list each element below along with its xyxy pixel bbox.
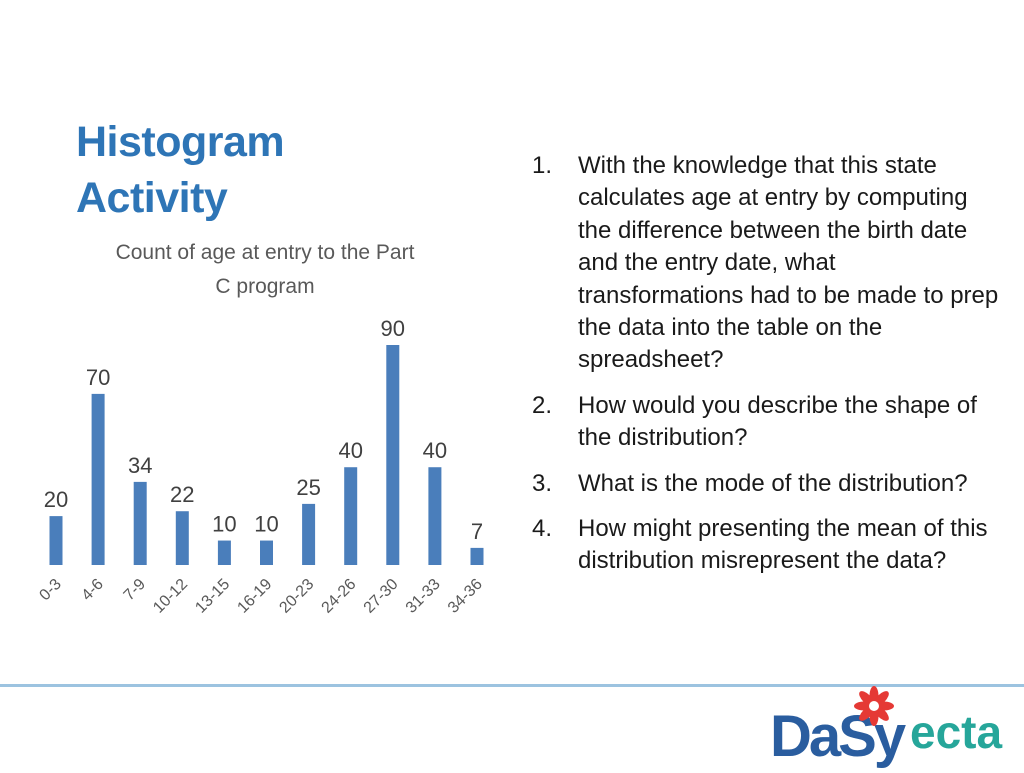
x-tick-label-31-33: 31-33 [403, 576, 444, 617]
value-label-13-15: 10 [212, 512, 236, 537]
x-tick-label-24-26: 24-26 [319, 576, 360, 617]
x-tick-labels-layer: 0-3 4-6 7-9 10-12 13-15 16-19 20-23 24-26 27-30 3… [36, 576, 485, 617]
value-label-31-33: 40 [423, 438, 447, 463]
x-tick-label-10-12: 10-12 [150, 576, 191, 617]
bar-34-36 [470, 547, 484, 565]
question-list: 1. With the knowledge that this state ca… [532, 150, 1002, 591]
x-tick-label-16-19: 16-19 [234, 576, 275, 617]
x-tick-label-27-30: 27-30 [361, 576, 402, 617]
flower-star-icon [854, 686, 894, 726]
x-tick-label-34-36: 34-36 [445, 576, 486, 617]
question-number: 3. [532, 469, 553, 497]
chart-title-line-2: C program [215, 275, 314, 298]
bar-10-12 [175, 511, 189, 565]
bar-20-23 [302, 503, 316, 565]
value-label-0-3: 20 [44, 487, 68, 512]
chart-title-line-1: Count of age at entry to the Part [116, 241, 415, 264]
slide-title: Histogram Activity [76, 114, 376, 226]
x-tick-label-20-23: 20-23 [276, 576, 317, 617]
logos-svg: DaSy ecta [770, 686, 1002, 769]
bar-31-33 [428, 467, 442, 565]
x-tick-label-7-9: 7-9 [121, 576, 149, 604]
question-item: 4. How might presenting the mean of this… [532, 513, 1002, 578]
value-label-34-36: 7 [471, 519, 483, 544]
question-number: 4. [532, 515, 553, 543]
x-tick-label-0-3: 0-3 [36, 576, 64, 604]
slide-title-line-1: Histogram [76, 118, 285, 166]
question-text: With the knowledge that this state calcu… [578, 152, 999, 374]
question-item: 1. With the knowledge that this state ca… [532, 150, 1002, 377]
bar-16-19 [260, 540, 273, 565]
question-item: 2. How would you describe the shape of t… [532, 390, 1002, 455]
bar-7-9 [133, 481, 147, 565]
question-number: 2. [532, 391, 553, 419]
bars-layer [49, 345, 484, 565]
value-label-10-12: 22 [170, 482, 194, 507]
histogram-chart: Count of age at entry to the Part C prog… [20, 230, 500, 650]
question-item: 3. What is the mode of the distribution? [532, 468, 1002, 500]
slide-title-line-2: Activity [76, 174, 228, 222]
question-text: What is the mode of the distribution? [578, 469, 968, 497]
value-label-24-26: 40 [338, 438, 362, 463]
footer-divider [0, 684, 1024, 687]
bar-0-3 [49, 516, 63, 565]
value-label-16-19: 10 [254, 512, 278, 537]
x-tick-label-13-15: 13-15 [192, 576, 233, 617]
x-tick-label-4-6: 4-6 [79, 576, 107, 604]
dasy-logo: DaSy [770, 686, 909, 769]
bar-4-6 [91, 393, 105, 565]
value-labels-layer: 20 70 34 22 10 10 25 40 90 40 7 [44, 316, 483, 544]
bar-24-26 [344, 467, 358, 565]
question-text: How might presenting the mean of this di… [578, 515, 988, 575]
bar-27-30 [386, 345, 400, 565]
value-label-7-9: 34 [128, 453, 152, 478]
histogram-svg: Count of age at entry to the Part C prog… [36, 241, 485, 617]
ecta-logo-text: ecta [910, 706, 1002, 758]
bar-13-15 [217, 540, 231, 565]
footer-logos: DaSy ecta [770, 682, 1020, 769]
question-number: 1. [532, 152, 553, 179]
value-label-27-30: 90 [381, 316, 405, 341]
question-text: How would you describe the shape of the … [578, 391, 977, 452]
value-label-20-23: 25 [296, 475, 320, 500]
value-label-4-6: 70 [86, 365, 110, 390]
